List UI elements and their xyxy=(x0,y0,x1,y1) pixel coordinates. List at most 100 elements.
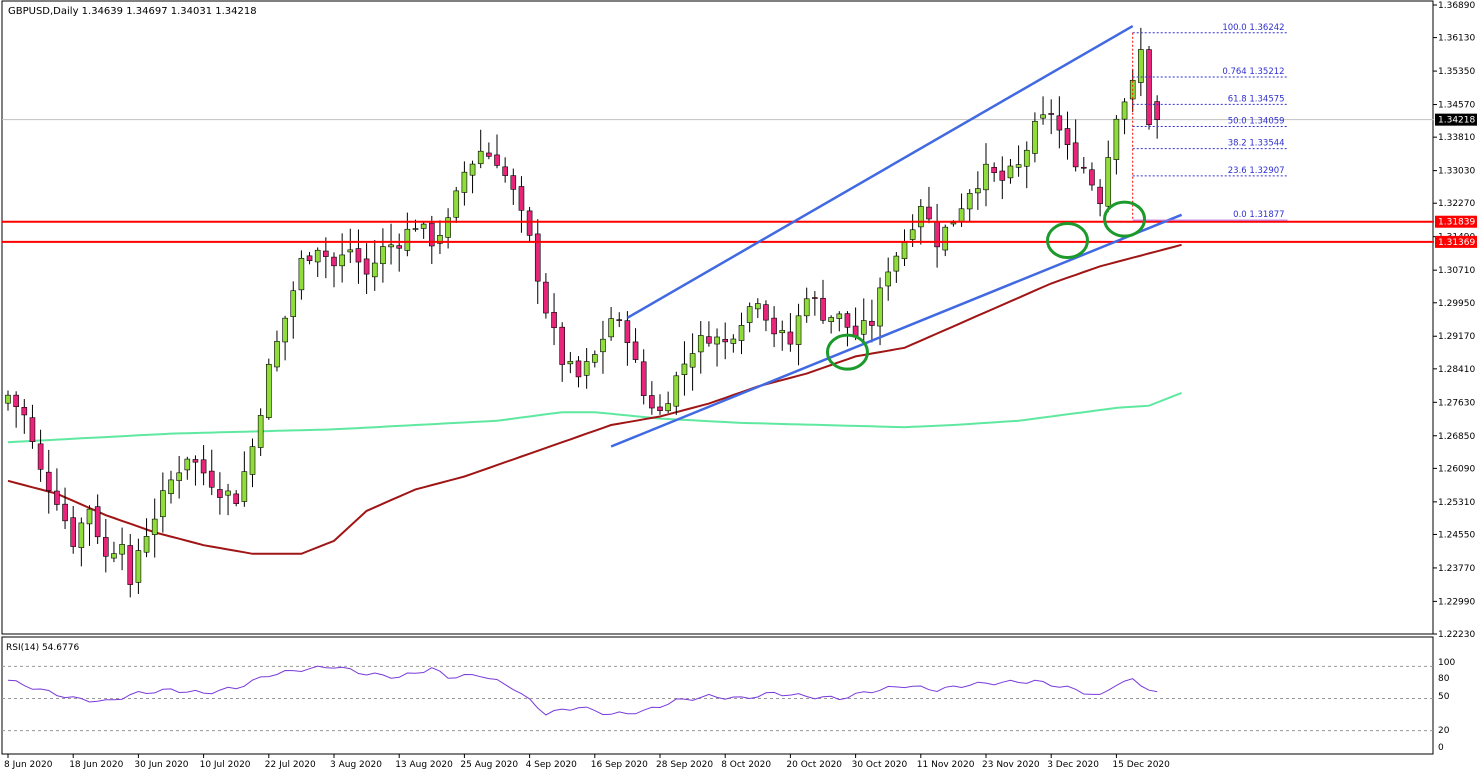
y-axis-tick-label: 1.22230 xyxy=(1438,630,1475,640)
bull-candle xyxy=(1138,49,1144,83)
rsi-level-50: 50 xyxy=(1438,692,1450,702)
x-axis-tick-label: 3 Dec 2020 xyxy=(1047,760,1099,770)
bull-candle xyxy=(160,490,166,518)
bull-candle xyxy=(249,446,256,475)
price-label-text: 1.31369 xyxy=(1438,238,1475,248)
fibonacci-level-label: 0.0 1.31877 xyxy=(1233,210,1284,220)
y-axis-tick-label: 1.28410 xyxy=(1438,365,1475,375)
bull-candle xyxy=(282,317,288,343)
rsi-panel-frame xyxy=(1,636,1434,755)
fibonacci-level-label: 100.0 1.36242 xyxy=(1222,23,1284,33)
y-axis-tick-label: 1.26850 xyxy=(1438,432,1475,442)
bear-candle xyxy=(812,297,818,299)
bear-candle xyxy=(559,326,566,365)
bull-candle xyxy=(437,235,443,244)
bear-candle xyxy=(192,459,199,463)
bear-candle xyxy=(13,394,19,408)
bear-candle xyxy=(355,248,362,263)
bear-candle xyxy=(518,186,525,211)
bull-candle xyxy=(673,375,680,407)
bull-candle xyxy=(477,150,484,165)
bull-candle xyxy=(567,361,574,365)
channel-line-upper xyxy=(626,24,1134,319)
fibonacci-level-label: 61.8 1.34575 xyxy=(1228,94,1285,104)
symbol-header: GBPUSD,Daily 1.34639 1.34697 1.34031 1.3… xyxy=(8,6,257,17)
bull-candle xyxy=(893,255,900,272)
bear-candle xyxy=(94,506,101,538)
x-axis-tick-label: 30 Oct 2020 xyxy=(852,760,908,770)
bear-candle xyxy=(21,406,28,416)
channel-line-lower xyxy=(610,213,1183,448)
bear-candle xyxy=(1048,113,1054,115)
bear-candle xyxy=(396,245,403,249)
bear-candle xyxy=(510,175,517,190)
bull-candle xyxy=(950,222,957,225)
highlight-circle xyxy=(825,333,869,371)
bear-candle xyxy=(640,361,647,396)
bull-candle xyxy=(1015,164,1022,168)
bear-candle xyxy=(1056,115,1063,131)
bull-candle xyxy=(689,353,696,368)
bull-candle xyxy=(314,249,321,263)
price-label-box xyxy=(1435,215,1477,228)
bear-candle xyxy=(502,166,508,176)
bear-candle xyxy=(1097,186,1103,204)
bull-candle xyxy=(184,458,191,471)
price-label-text: 1.31839 xyxy=(1438,218,1475,228)
bull-candle xyxy=(665,403,671,412)
rsi-level-100: 100 xyxy=(1438,658,1455,668)
bear-candle xyxy=(1081,166,1087,169)
bear-candle xyxy=(575,360,582,378)
x-axis-tick-label: 13 Aug 2020 xyxy=(395,760,453,770)
y-axis-tick-label: 1.23770 xyxy=(1438,564,1475,574)
bull-candle xyxy=(901,242,908,260)
bear-candle xyxy=(70,517,76,547)
bull-candle xyxy=(738,325,745,341)
bull-candle xyxy=(1105,157,1112,207)
bull-candle xyxy=(730,338,737,344)
bull-candle xyxy=(779,330,786,334)
bear-candle xyxy=(486,152,492,157)
x-axis-tick-label: 8 Oct 2020 xyxy=(721,760,771,770)
y-axis-tick-label: 1.25310 xyxy=(1438,498,1475,508)
bull-candle xyxy=(1007,165,1014,179)
x-axis-tick-label: 4 Sep 2020 xyxy=(526,760,578,770)
bull-candle xyxy=(885,271,892,287)
bull-candle xyxy=(828,317,834,322)
bear-candle xyxy=(323,250,329,257)
x-axis-tick-label: 15 Dec 2020 xyxy=(1112,760,1170,770)
bear-candle xyxy=(624,320,631,343)
y-axis-tick-label: 1.24550 xyxy=(1438,530,1475,540)
bull-candle xyxy=(347,249,354,253)
bear-candle xyxy=(127,545,134,585)
x-axis-tick-label: 30 Jun 2020 xyxy=(134,760,188,770)
fibonacci-level-label: 23.6 1.32907 xyxy=(1228,166,1285,176)
bull-candle xyxy=(371,262,378,278)
bull-candle xyxy=(1040,114,1046,119)
fibonacci-level-label: 38.2 1.33544 xyxy=(1228,139,1285,149)
bull-candle xyxy=(412,228,419,230)
y-axis-tick-label: 1.26090 xyxy=(1438,464,1475,474)
bull-candle xyxy=(966,192,973,210)
bull-candle xyxy=(877,287,883,327)
y-axis-tick-label: 1.29170 xyxy=(1438,332,1475,342)
bull-candle xyxy=(241,471,248,502)
bull-candle xyxy=(380,246,386,265)
bull-candle xyxy=(1023,149,1030,167)
fibonacci-level-label: 50.0 1.34059 xyxy=(1228,116,1285,126)
bear-candle xyxy=(37,443,44,470)
x-axis-tick-label: 11 Nov 2020 xyxy=(917,760,975,770)
bull-candle xyxy=(746,306,753,323)
y-axis-tick-label: 1.22990 xyxy=(1438,597,1475,607)
x-axis-tick-label: 25 Aug 2020 xyxy=(460,760,518,770)
bear-candle xyxy=(543,281,549,314)
bear-candle xyxy=(926,206,932,220)
price-label-box xyxy=(1435,235,1477,248)
bull-candle xyxy=(836,313,843,319)
bull-candle xyxy=(257,415,264,448)
bull-candle xyxy=(942,226,949,251)
y-axis-tick-label: 1.36890 xyxy=(1438,1,1475,11)
rsi-level-0: 0 xyxy=(1438,743,1444,753)
bear-candle xyxy=(62,503,68,522)
